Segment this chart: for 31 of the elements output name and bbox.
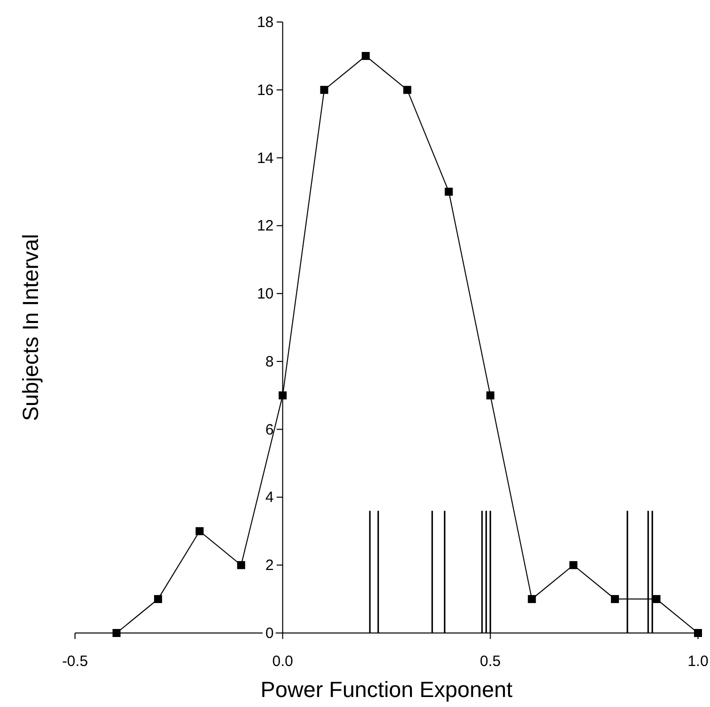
x-tick-label: 1.0 xyxy=(688,653,708,670)
y-tick-label: 6 xyxy=(265,421,274,438)
point xyxy=(112,629,121,637)
y-tick-label: 18 xyxy=(256,14,274,31)
point xyxy=(362,52,370,60)
y-tick-label: 12 xyxy=(256,218,274,235)
point xyxy=(237,561,246,570)
point xyxy=(403,86,412,94)
y-axis-title: Subjects In Interval xyxy=(18,234,43,422)
y-tick-label: 2 xyxy=(265,557,274,574)
y-tick-label: 10 xyxy=(256,286,274,303)
x-tick-label: 0.0 xyxy=(272,653,294,670)
point xyxy=(610,595,619,604)
y-tick-label: 0 xyxy=(265,625,274,642)
point xyxy=(444,188,453,196)
point xyxy=(694,629,702,637)
point xyxy=(278,391,287,400)
x-tick-label: 0.5 xyxy=(480,653,501,670)
x-tick-label: -0.5 xyxy=(62,653,88,670)
point xyxy=(569,561,578,570)
point xyxy=(652,595,660,604)
y-tick-label: 8 xyxy=(265,353,274,370)
point xyxy=(486,391,494,400)
y-tick-label: 16 xyxy=(256,82,274,99)
point xyxy=(196,527,204,536)
y-tick-label: 4 xyxy=(265,489,274,506)
point xyxy=(154,595,162,604)
y-tick-label: 14 xyxy=(256,150,274,167)
point xyxy=(320,86,328,94)
x-axis-title: Power Function Exponent xyxy=(260,677,512,702)
point xyxy=(528,595,536,604)
